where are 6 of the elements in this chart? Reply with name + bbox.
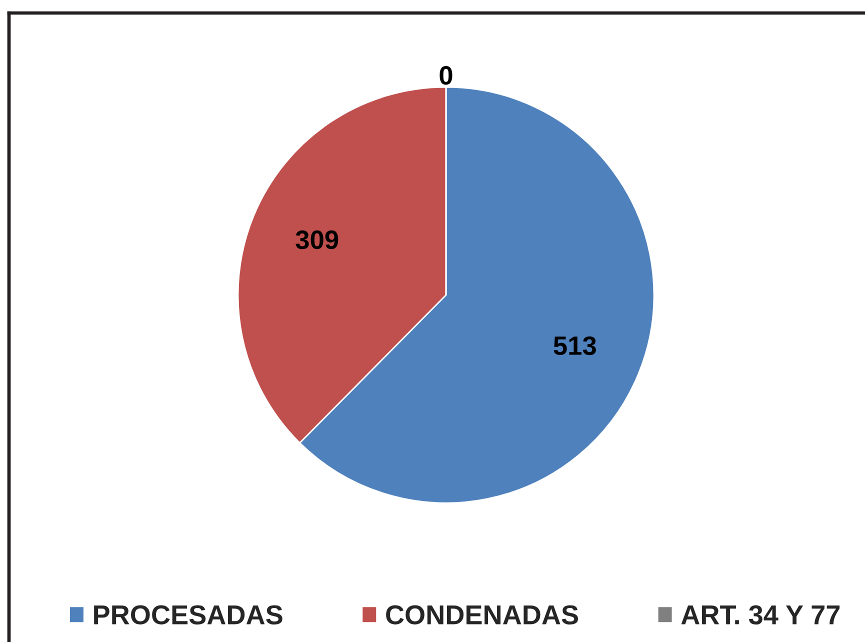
data-label: 513 <box>554 336 596 356</box>
text: 0 <box>440 66 452 85</box>
legend-label: PROCESADAS <box>94 605 282 624</box>
legend-label: CONDENADAS <box>386 605 578 624</box>
legend-label: ART. 34 Y 77 <box>681 605 840 624</box>
data-label: 309 <box>296 230 338 250</box>
